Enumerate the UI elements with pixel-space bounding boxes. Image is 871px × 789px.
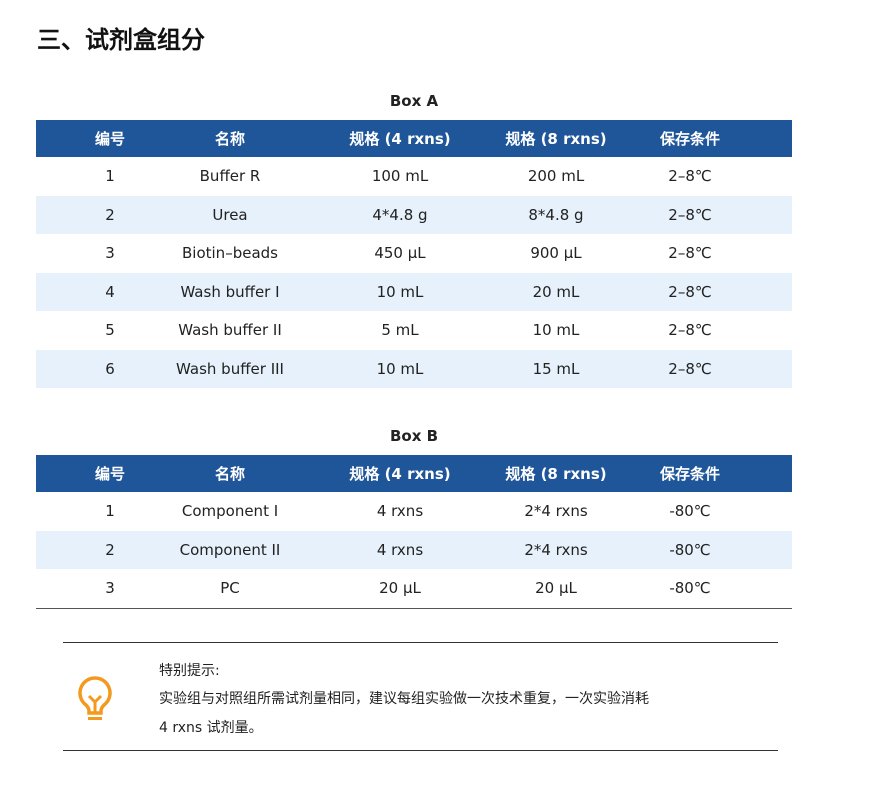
box-b-table: 编号 名称 规格 (4 rxns) 规格 (8 rxns) 保存条件 1 Component… [36, 455, 792, 609]
table-cell: 保存条件 [659, 465, 720, 483]
table-row: 1 Buffer R 100 mL 200 mL 2–8℃ [36, 157, 792, 196]
table-cell: 5 mL [381, 321, 419, 340]
table-cell: 规格 (4 rxns) [349, 130, 451, 148]
table-row: 4 Wash buffer I 10 mL 20 mL 2–8℃ [36, 272, 792, 311]
table-cell: 规格 (4 rxns) [349, 465, 451, 483]
table-header: 编号 名称 规格 (4 rxns) 规格 (8 rxns) 保存条件 [36, 455, 792, 492]
box-b-title: Box B [389, 427, 439, 445]
section-title: 三、试剂盒组分 [37, 26, 205, 54]
table-cell: -80℃ [669, 579, 711, 598]
table-cell: 规格 (8 rxns) [505, 465, 607, 483]
table-cell: 20 μL [535, 579, 577, 598]
table-cell: 5 [105, 321, 115, 340]
special-note: 特别提示: 实验组与对照组所需试剂量相同，建议每组实验做一次技术重复，一次实验消… [63, 642, 778, 751]
table-cell: Wash buffer I [180, 282, 280, 301]
table-cell: 3 [105, 579, 115, 598]
table-cell: Component II [179, 540, 281, 559]
table-cell: 4*4.8 g [372, 205, 428, 224]
table-cell: 2–8℃ [668, 167, 712, 186]
table-cell: 2*4 rxns [524, 502, 588, 521]
table-cell: 保存条件 [659, 130, 720, 148]
table-row: 1 Component I 4 rxns 2*4 rxns -80℃ [36, 492, 792, 531]
table-cell: 规格 (8 rxns) [505, 130, 607, 148]
table-cell: 10 mL [376, 359, 424, 378]
table-cell: 10 mL [532, 321, 580, 340]
table-cell: PC [220, 579, 240, 598]
table-cell: 2 [105, 540, 115, 559]
note-title: 特别提示: [159, 663, 220, 679]
table-cell: 20 μL [379, 579, 421, 598]
table-cell: 10 mL [376, 282, 424, 301]
table-row: 3 PC 20 μL 20 μL -80℃ [36, 569, 792, 608]
lightbulb-icon [75, 675, 115, 727]
table-cell: 3 [105, 244, 115, 263]
note-line: 实验组与对照组所需试剂量相同，建议每组实验做一次技术重复，一次实验消耗 [159, 691, 649, 707]
table-cell: 2–8℃ [668, 321, 712, 340]
table-cell: 2–8℃ [668, 282, 712, 301]
table-cell: 15 mL [532, 359, 580, 378]
table-cell: 4 rxns [376, 540, 424, 559]
table-header: 编号 名称 规格 (4 rxns) 规格 (8 rxns) 保存条件 [36, 120, 792, 157]
table-cell: -80℃ [669, 540, 711, 559]
table-cell: 200 mL [527, 167, 585, 186]
table-cell: 编号 [94, 130, 125, 148]
table-cell: 1 [105, 502, 115, 521]
table-cell: 2–8℃ [668, 244, 712, 263]
table-cell: 450 μL [374, 244, 426, 263]
table-cell: 100 mL [371, 167, 429, 186]
table-cell: Biotin–beads [182, 244, 278, 263]
box-a-title: Box A [389, 92, 439, 110]
table-cell: Wash buffer III [176, 359, 284, 378]
table-cell: Wash buffer II [178, 321, 282, 340]
table-cell: 名称 [214, 130, 245, 148]
table-row: 5 Wash buffer II 5 mL 10 mL 2–8℃ [36, 311, 792, 350]
table-cell: Urea [212, 205, 248, 224]
table-cell: Buffer R [199, 167, 261, 186]
table-row: 6 Wash buffer III 10 mL 15 mL 2–8℃ [36, 349, 792, 388]
table-cell: 4 [105, 282, 115, 301]
table-cell: 1 [105, 167, 115, 186]
table-cell: 20 mL [532, 282, 580, 301]
table-cell: 4 rxns [376, 502, 424, 521]
table-cell: Component I [181, 502, 279, 521]
table-cell: 名称 [214, 465, 245, 483]
table-cell: 2 [105, 205, 115, 224]
table-cell: 6 [105, 359, 115, 378]
table-cell: 900 μL [530, 244, 582, 263]
table-row: 3 Biotin–beads 450 μL 900 μL 2–8℃ [36, 234, 792, 273]
table-row: 2 Component II 4 rxns 2*4 rxns -80℃ [36, 530, 792, 569]
table-cell: 编号 [94, 465, 125, 483]
table-cell: 8*4.8 g [528, 205, 584, 224]
table-cell: 2–8℃ [668, 205, 712, 224]
table-cell: 2–8℃ [668, 359, 712, 378]
table-cell: -80℃ [669, 502, 711, 521]
table-row: 2 Urea 4*4.8 g 8*4.8 g 2–8℃ [36, 195, 792, 234]
note-line: 4 rxns 试剂量。 [159, 720, 263, 736]
table-cell: 2*4 rxns [524, 540, 588, 559]
